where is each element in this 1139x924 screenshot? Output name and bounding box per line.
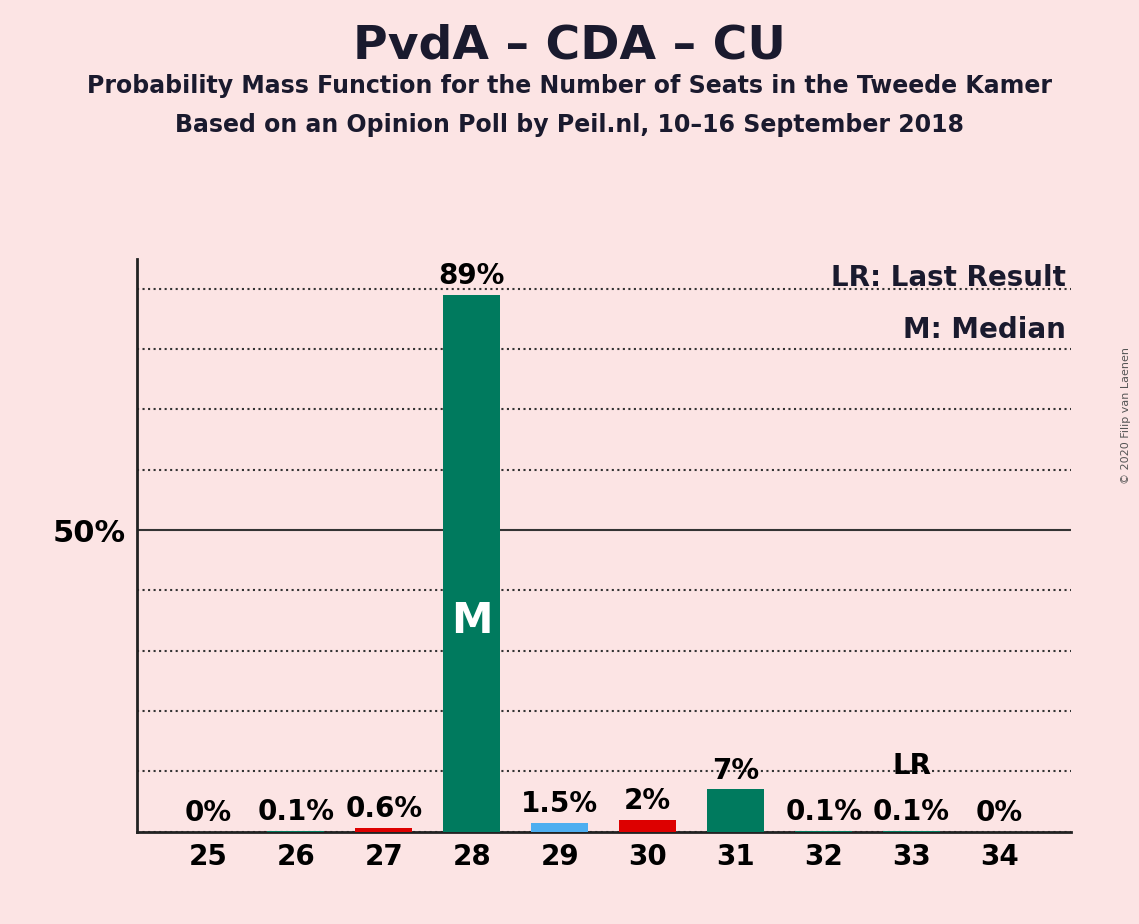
Bar	[707, 789, 764, 832]
Bar	[620, 820, 677, 832]
Text: Probability Mass Function for the Number of Seats in the Tweede Kamer: Probability Mass Function for the Number…	[87, 74, 1052, 98]
Text: 1.5%: 1.5%	[522, 790, 598, 818]
Text: 2%: 2%	[624, 786, 671, 815]
Text: 0.6%: 0.6%	[345, 796, 423, 823]
Bar	[531, 822, 588, 832]
Text: © 2020 Filip van Laenen: © 2020 Filip van Laenen	[1121, 347, 1131, 484]
Text: 89%: 89%	[439, 262, 505, 290]
Text: M: Median: M: Median	[903, 316, 1066, 344]
Text: 0%: 0%	[976, 798, 1023, 827]
Text: 0%: 0%	[185, 798, 231, 827]
Text: 7%: 7%	[712, 757, 760, 784]
Text: LR: Last Result: LR: Last Result	[831, 264, 1066, 293]
Text: M: M	[451, 600, 492, 641]
Text: 0.1%: 0.1%	[257, 798, 334, 826]
Text: Based on an Opinion Poll by Peil.nl, 10–16 September 2018: Based on an Opinion Poll by Peil.nl, 10–…	[175, 113, 964, 137]
Text: 0.1%: 0.1%	[785, 798, 862, 826]
Text: PvdA – CDA – CU: PvdA – CDA – CU	[353, 23, 786, 68]
Text: LR: LR	[892, 752, 931, 781]
Bar	[443, 295, 500, 832]
Text: 0.1%: 0.1%	[874, 798, 950, 826]
Bar	[355, 828, 412, 832]
